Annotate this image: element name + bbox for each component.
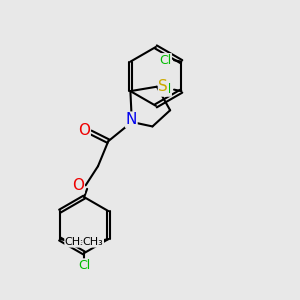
- Text: Cl: Cl: [78, 259, 90, 272]
- Text: O: O: [72, 178, 84, 193]
- Text: Cl: Cl: [159, 54, 171, 67]
- Text: N: N: [126, 112, 137, 127]
- Text: S: S: [158, 79, 168, 94]
- Text: O: O: [78, 123, 90, 138]
- Text: CH₃: CH₃: [83, 237, 104, 247]
- Text: Cl: Cl: [159, 83, 171, 96]
- Text: CH₃: CH₃: [65, 237, 85, 247]
